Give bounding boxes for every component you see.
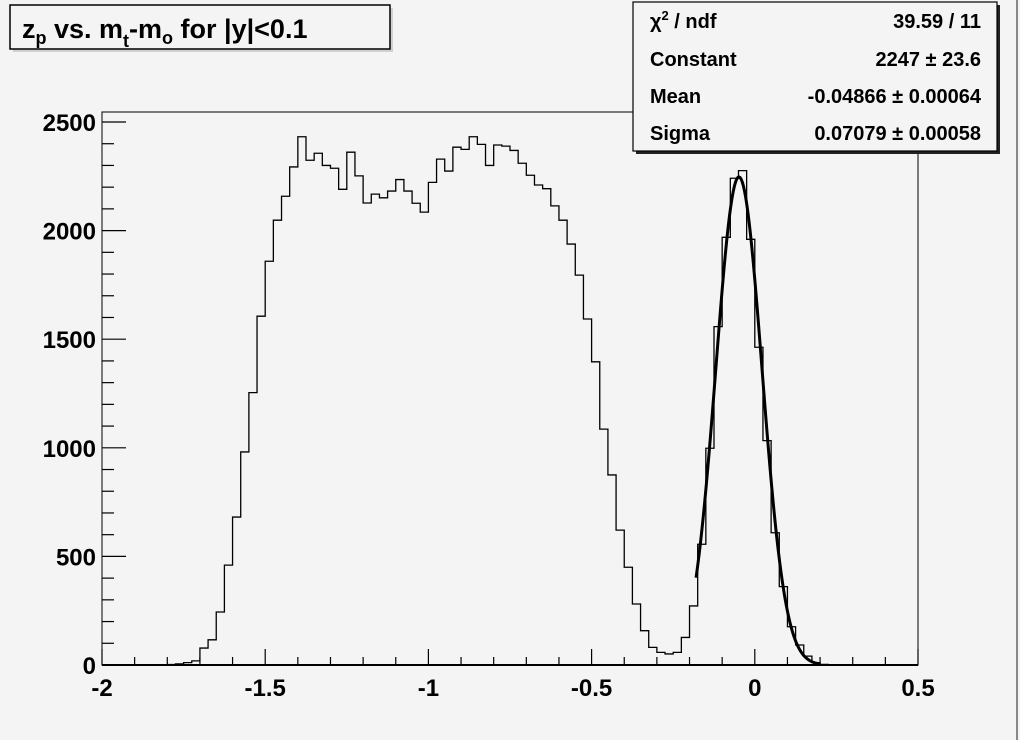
histogram-bin [502,146,510,665]
histogram-bin [420,212,428,665]
histogram-bin [518,163,526,665]
histogram-bin [583,319,591,665]
histogram-bin [657,652,665,665]
histogram-bin [216,612,224,665]
axis-ticks [101,121,919,666]
histogram-bin [396,180,404,665]
x-tick-label: -0.5 [571,675,612,702]
stats-label-sigma: Sigma [650,123,711,145]
stats-box: χ2 / ndf 39.59 / 11 Constant 2247 ± 23.6… [632,1,1000,154]
histogram-bin [249,393,257,665]
y-tick-label: 1500 [43,327,96,354]
histogram-bin [445,171,453,665]
histogram-bin [755,347,763,665]
histogram-bin [494,145,502,665]
x-tick-label: 0.5 [901,675,934,702]
histogram-bin [477,144,485,665]
x-tick-label: 0 [748,675,761,702]
stats-value-constant: 2247 ± 23.6 [875,49,981,71]
histogram-bin [404,191,412,665]
histogram-bin [453,147,461,665]
histogram-bin [510,150,518,665]
gaussian-fit-curve [694,175,821,666]
histogram-bin [355,176,363,665]
histogram-bin [608,475,616,665]
stats-label-mean: Mean [650,86,701,108]
stats-label-chi2: χ2 / ndf [650,8,717,33]
histogram-bin [616,530,624,665]
histogram-bin [322,165,330,665]
histogram-bin [567,244,575,665]
histogram-bin [575,275,583,665]
histogram-bin [665,654,673,665]
y-axis-labels: 0 500 1000 1500 2000 2500 [43,110,96,680]
histogram-bin [273,220,281,665]
histogram-bin [641,631,649,665]
histogram-bin [592,362,600,665]
histogram-bin [428,182,436,665]
histogram-bin [681,637,689,665]
histogram-bin [632,604,640,665]
histogram-bin [437,159,445,665]
histogram-bin [624,567,632,665]
stats-label-constant: Constant [650,49,737,71]
histogram-bin [339,189,347,665]
y-tick-label: 500 [56,544,96,571]
histogram-bin [649,647,657,665]
y-tick-label: 0 [83,653,96,680]
histogram-bin [738,171,746,665]
histogram-bin [412,203,420,665]
histogram-bin [730,178,738,665]
histogram-bin [200,648,208,665]
histogram-bin [314,153,322,665]
x-tick-label: -1 [418,675,439,702]
histogram-bin [241,452,249,665]
histogram-bin [551,206,559,665]
histogram-bin [747,239,755,665]
histogram-bin [363,203,371,665]
histogram-bin [306,160,314,665]
histogram-bin [282,196,290,665]
histogram-bin [534,185,542,665]
histogram-bin [379,198,387,665]
stats-value-sigma: 0.07079 ± 0.00058 [814,123,981,145]
histogram-bin [298,137,306,665]
histogram-bin [469,137,477,665]
histogram-bin [486,165,494,665]
x-axis-labels: -2 -1.5 -1 -0.5 0 0.5 [91,675,934,702]
histogram-bin [233,517,241,665]
histogram-bin [600,429,608,665]
y-tick-label: 2500 [43,110,96,137]
histogram-bin [461,149,469,665]
histogram-bin [722,237,730,665]
histogram-bin [543,189,551,665]
histogram-bin [526,175,534,665]
histogram-bin [257,316,265,665]
x-tick-label: -2 [91,675,112,702]
histogram-bin [347,152,355,665]
histogram-bin [290,167,298,665]
histogram-bin [330,168,338,665]
histogram-bin [559,220,567,665]
histogram-bin [673,652,681,665]
histogram-bin [224,565,232,665]
y-tick-label: 1000 [43,436,96,463]
chart-title: zp vs. mt-mo for |y|<0.1 [22,14,307,51]
histogram-bin [690,606,698,665]
histogram-bin [208,640,216,665]
stats-value-chi2: 39.59 / 11 [893,11,981,33]
title-box: zp vs. mt-mo for |y|<0.1 [9,4,393,52]
x-tick-label: -1.5 [245,675,286,702]
histogram-bin [371,194,379,665]
histogram-bin [388,191,396,665]
stats-value-mean: -0.04866 ± 0.00064 [808,86,982,108]
y-tick-label: 2000 [43,219,96,246]
histogram-bin [265,261,273,665]
